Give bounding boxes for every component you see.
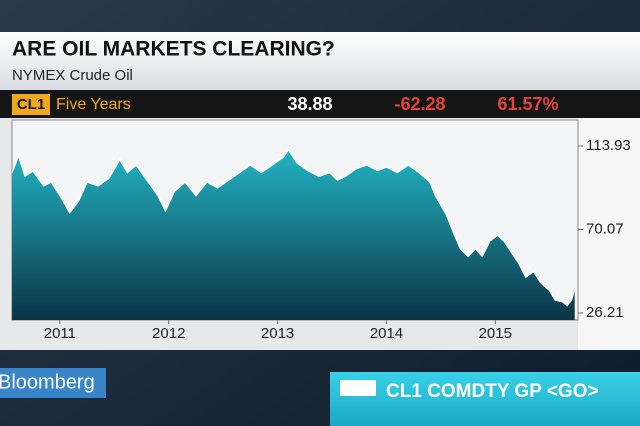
x-tick-label: 2012 [152, 325, 185, 342]
x-tick-label: 2014 [370, 325, 403, 342]
ticker-badge [12, 94, 50, 115]
plot: 113.93 70.07 26.21 2011 2012 2013 2014 2015 [11, 137, 631, 342]
title: ARE OIL MARKETS CLEARING? [12, 38, 335, 61]
ticker: CL1 [17, 96, 45, 113]
subtitle: NYMEX Crude Oil [12, 67, 133, 84]
command-icon [340, 380, 376, 396]
y-tick-label: 113.93 [586, 137, 631, 154]
y-tick-label: 70.07 [586, 220, 624, 237]
brand: Bloomberg [0, 371, 95, 393]
last-price: 38.88 [287, 94, 332, 114]
x-tick-label: 2011 [44, 325, 76, 342]
command-bar [330, 372, 640, 426]
pct-change: 61.57% [497, 94, 558, 114]
quote-strip [0, 90, 640, 118]
x-tick-label: 2015 [479, 325, 512, 342]
axis-panel [578, 118, 640, 350]
net-change: -62.28 [394, 94, 445, 114]
line [11, 148, 576, 307]
command: CL1 COMDTY GP <GO> [386, 381, 599, 402]
brand-box [0, 368, 106, 398]
header-panel [0, 32, 640, 90]
period: Five Years [56, 96, 131, 113]
y-tick-label: 26.21 [586, 304, 624, 321]
x-tick-label: 2013 [261, 325, 294, 342]
